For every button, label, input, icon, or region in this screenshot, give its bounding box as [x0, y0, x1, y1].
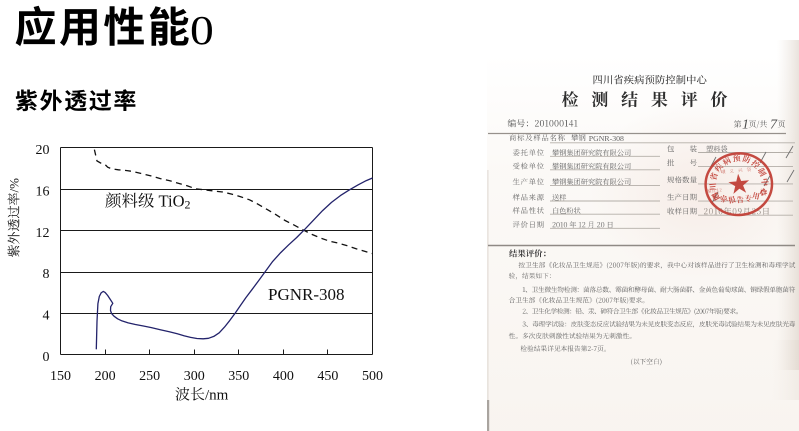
svg-text:TiO2: TiO2	[159, 192, 191, 212]
svg-text:0: 0	[43, 350, 50, 365]
svg-text:20: 20	[36, 143, 50, 158]
svg-text:350: 350	[228, 369, 249, 384]
svg-text:PGNR-308: PGNR-308	[268, 285, 345, 304]
svg-text:1: 1	[742, 118, 749, 133]
svg-text:/nm: /nm	[205, 388, 229, 404]
svg-text:0: 0	[190, 7, 214, 53]
svg-text:7: 7	[770, 118, 778, 133]
svg-text:450: 450	[317, 369, 338, 384]
svg-text:12: 12	[36, 226, 50, 241]
svg-text:4: 4	[43, 309, 50, 324]
svg-text:250: 250	[139, 369, 160, 384]
svg-text:/%: /%	[7, 178, 22, 193]
svg-text:500: 500	[362, 369, 383, 384]
svg-text:150: 150	[50, 369, 71, 384]
svg-text:400: 400	[273, 369, 294, 384]
svg-text:8: 8	[43, 267, 50, 282]
svg-text:200: 200	[95, 369, 116, 384]
svg-text:PGNR-308: PGNR-308	[589, 134, 624, 143]
svg-text:16: 16	[36, 184, 50, 199]
svg-text:300: 300	[184, 369, 205, 384]
